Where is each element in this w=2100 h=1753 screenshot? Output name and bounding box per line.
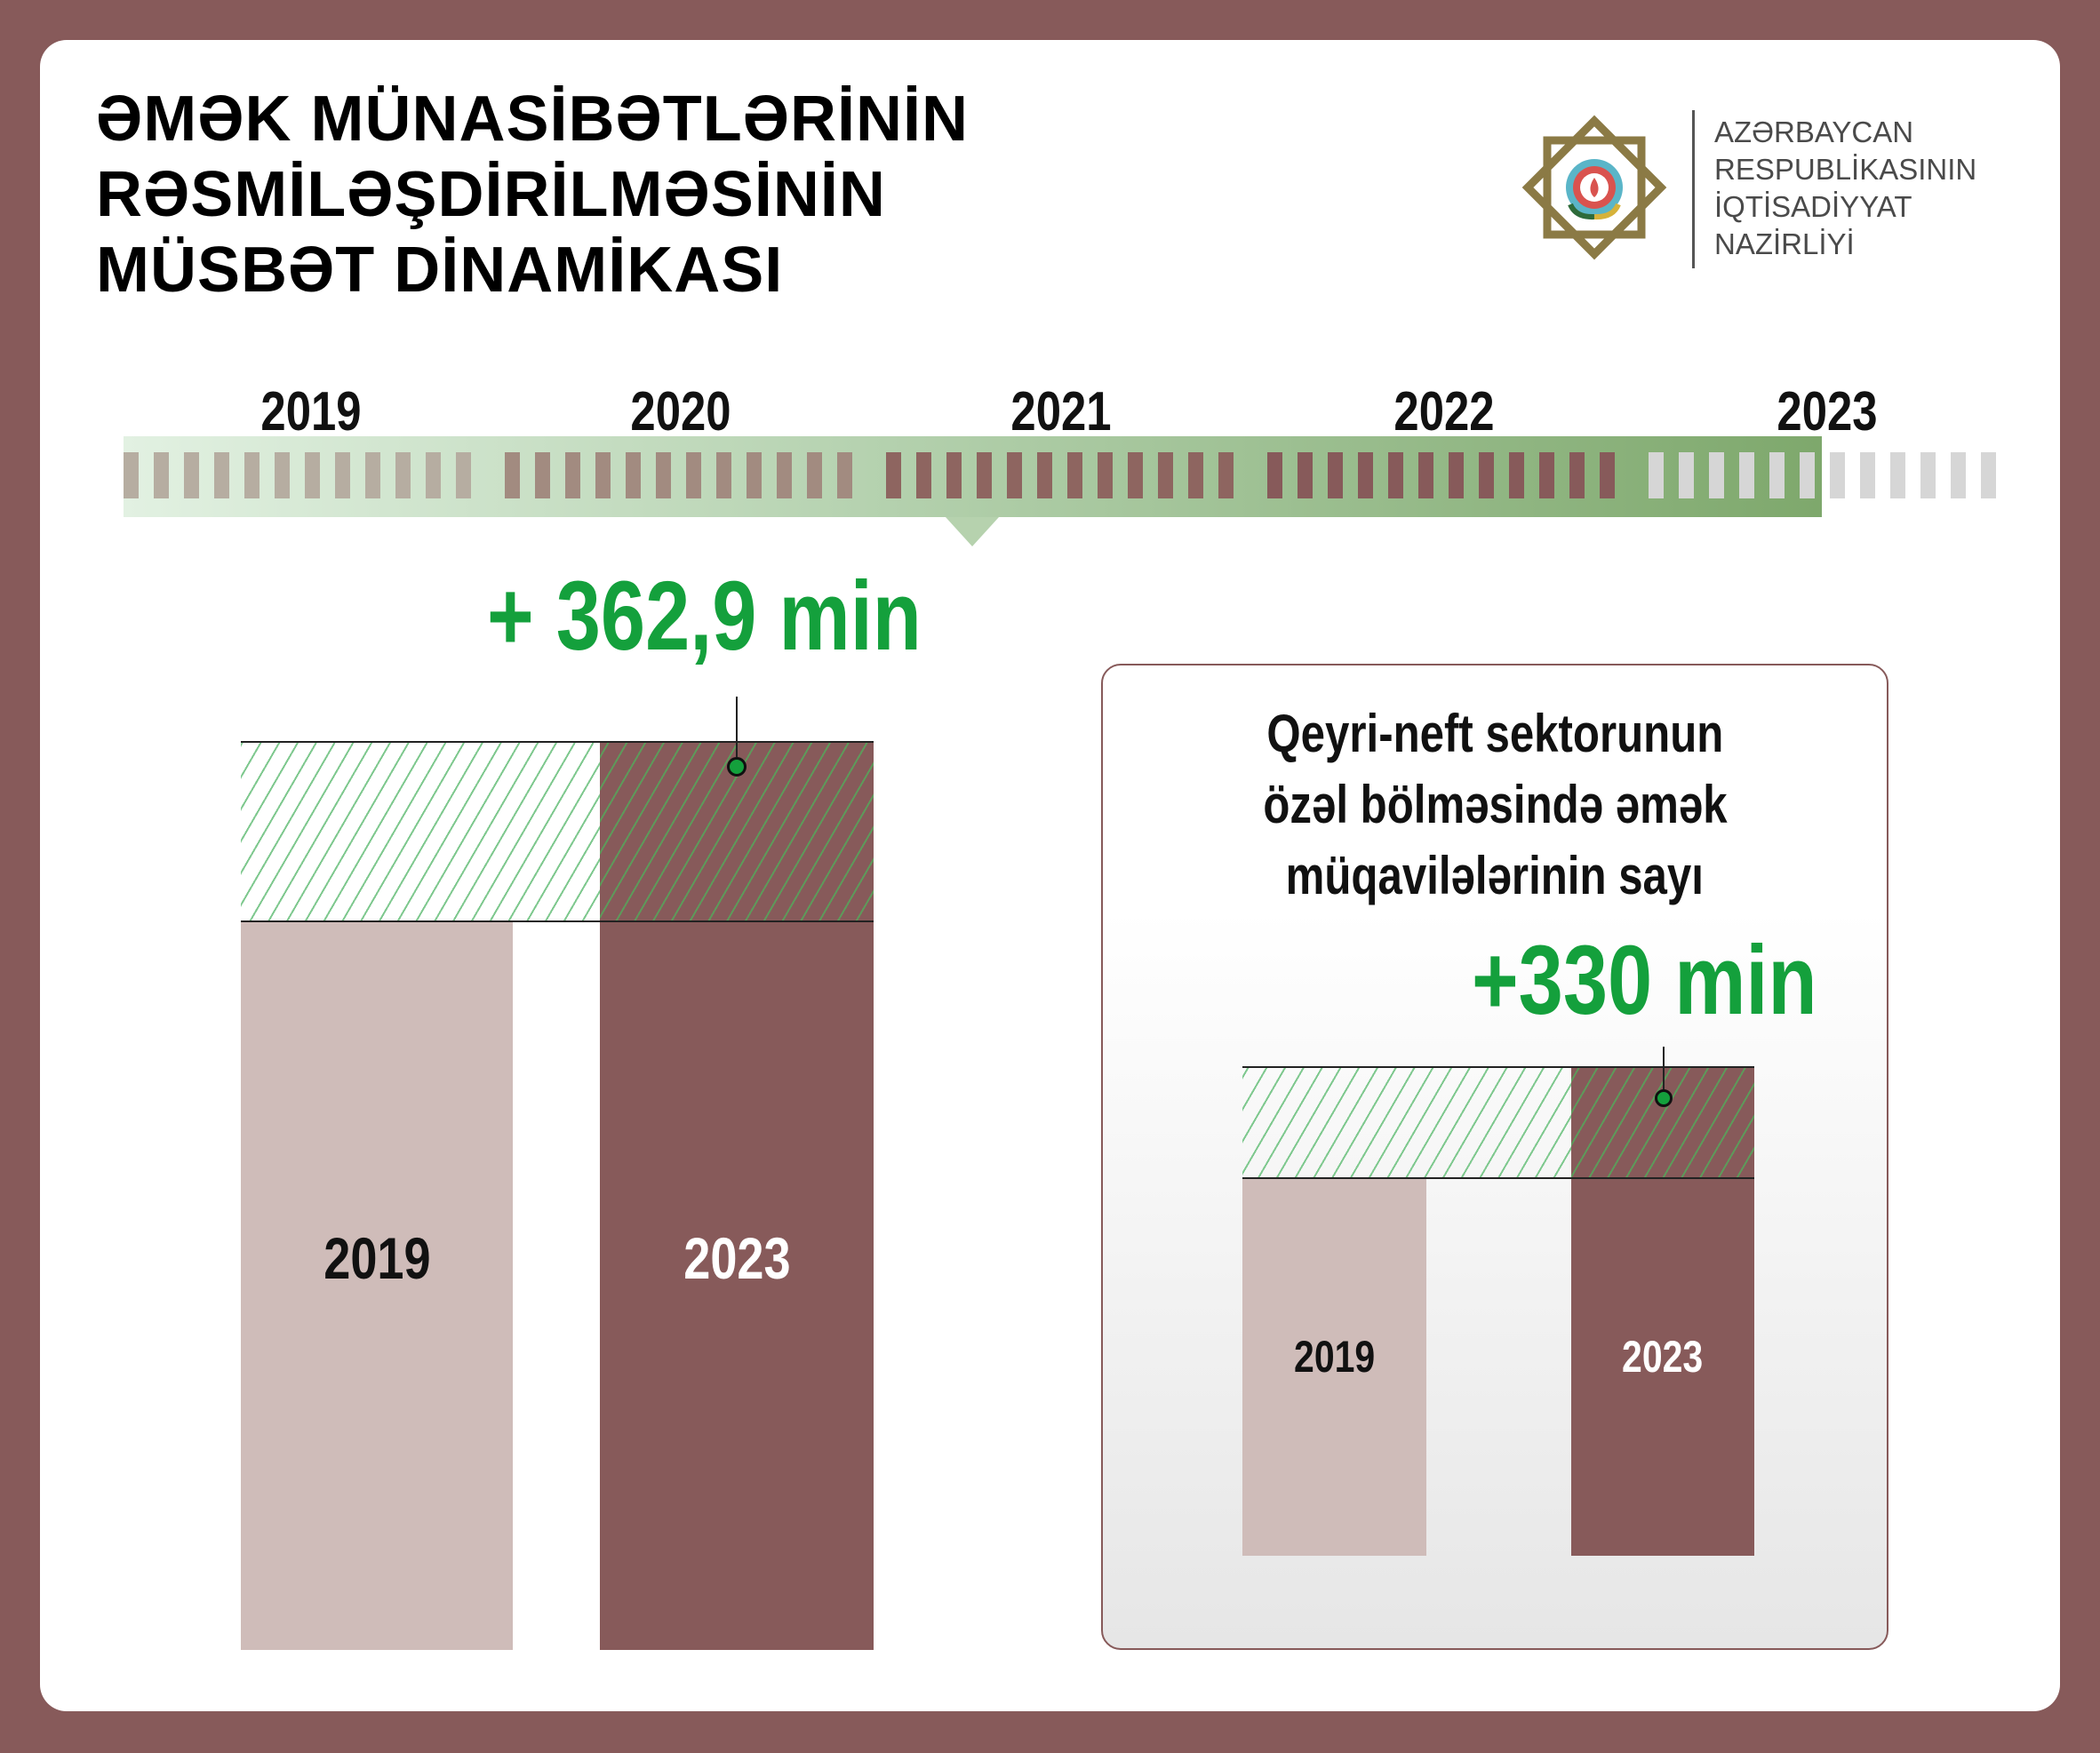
timeline-tick [1830,452,1845,498]
timeline-tick [214,452,229,498]
timeline-tick [1890,452,1905,498]
timeline-tick [886,452,901,498]
timeline-tick [977,452,992,498]
bar-label: 2019 [323,1225,431,1291]
increase-label: +330 min [1472,926,1817,1035]
timeline-tick [275,452,290,498]
level-line [1242,1066,1754,1068]
timeline-pointer [946,517,999,546]
timeline-tick [1600,452,1615,498]
timeline-tick [1007,452,1022,498]
connector-dot [1655,1089,1673,1107]
logo-line: RESPUBLİKASININ [1714,153,1977,186]
timeline-tick [1098,452,1113,498]
timeline-tick [1981,452,1996,498]
timeline-tick [154,452,169,498]
title-line: MÜSBƏT DİNAMİKASI [96,235,784,306]
level-line [1242,1177,1754,1179]
timeline-year: 2020 [630,381,731,442]
connector-dot [727,757,747,777]
timeline-tick [807,452,822,498]
timeline-year: 2022 [1393,381,1495,442]
timeline-tick [1800,452,1815,498]
timeline-tick [565,452,580,498]
timeline-tick [535,452,550,498]
timeline-tick [1569,452,1585,498]
increase-hatch [1242,1067,1571,1178]
increase-hatch [241,742,600,921]
timeline-year: 2019 [260,381,362,442]
timeline-tick [124,452,139,498]
level-line [241,741,874,743]
timeline-tick [1449,452,1464,498]
timeline-tick [916,452,931,498]
timeline-tick [1679,452,1694,498]
timeline-tick [1358,452,1373,498]
timeline-tick [1067,452,1082,498]
title-line: ƏMƏK MÜNASİBƏTLƏRİNİN [96,84,970,155]
timeline-year: 2021 [1010,381,1112,442]
connector-line [736,697,738,757]
timeline-tick [1298,452,1313,498]
timeline-tick [747,452,762,498]
timeline-tick [837,452,852,498]
timeline-year: 2023 [1777,381,1878,442]
timeline-tick [595,452,611,498]
timeline-tick [777,452,792,498]
timeline-tick [365,452,380,498]
timeline-tick [1418,452,1433,498]
timeline-tick [716,452,731,498]
ministry-name: AZƏRBAYCAN RESPUBLİKASININ İQTİSADİYYAT … [1714,114,1976,263]
timeline-tick [1509,452,1524,498]
timeline-tick [335,452,350,498]
title-line: RƏSMİLƏŞDİRİLMƏSİNİN [96,159,886,230]
timeline-tick [305,452,320,498]
timeline-tick [686,452,701,498]
timeline-tick [1709,452,1724,498]
timeline-tick [946,452,962,498]
timeline-tick [1128,452,1143,498]
timeline-tick [1267,452,1282,498]
page-title: ƏMƏK MÜNASİBƏTLƏRİNİN RƏSMİLƏŞDİRİLMƏSİN… [96,82,969,308]
increase-label: + 362,9 min [487,562,922,671]
bar-2019 [241,921,513,1650]
logo-line: AZƏRBAYCAN [1714,116,1914,148]
timeline-tick [1739,452,1754,498]
timeline-tick [1218,452,1234,498]
bar-label: 2023 [1622,1332,1704,1382]
panel-title: Qeyri-neft sektorunun özəl bölməsində əm… [1262,704,1728,905]
timeline-tick [656,452,671,498]
timeline-tick [1769,452,1785,498]
ministry-emblem-icon [1521,115,1667,260]
timeline-tick [1188,452,1203,498]
timeline-tick [1388,452,1403,498]
timeline-tick [456,452,471,498]
timeline-tick [1479,452,1494,498]
logo-line: NAZİRLİYİ [1714,227,1855,260]
timeline-tick [626,452,641,498]
timeline-tick [244,452,260,498]
bar-label: 2019 [1293,1332,1376,1382]
timeline-tick [1037,452,1052,498]
timeline-tick [1539,452,1554,498]
timeline-tick [184,452,199,498]
timeline-tick [1951,452,1966,498]
timeline-tick [1920,452,1936,498]
level-line [241,920,874,922]
connector-line [1663,1047,1665,1091]
logo-divider [1692,110,1695,268]
timeline-tick [505,452,520,498]
timeline-tick [426,452,441,498]
timeline-tick [395,452,411,498]
timeline-tick [1328,452,1343,498]
bar-label: 2023 [683,1225,791,1291]
logo-line: İQTİSADİYYAT [1714,190,1912,223]
bar-2019 [1242,1178,1426,1556]
timeline-tick [1158,452,1173,498]
timeline-tick [1860,452,1875,498]
timeline-tick [1649,452,1664,498]
